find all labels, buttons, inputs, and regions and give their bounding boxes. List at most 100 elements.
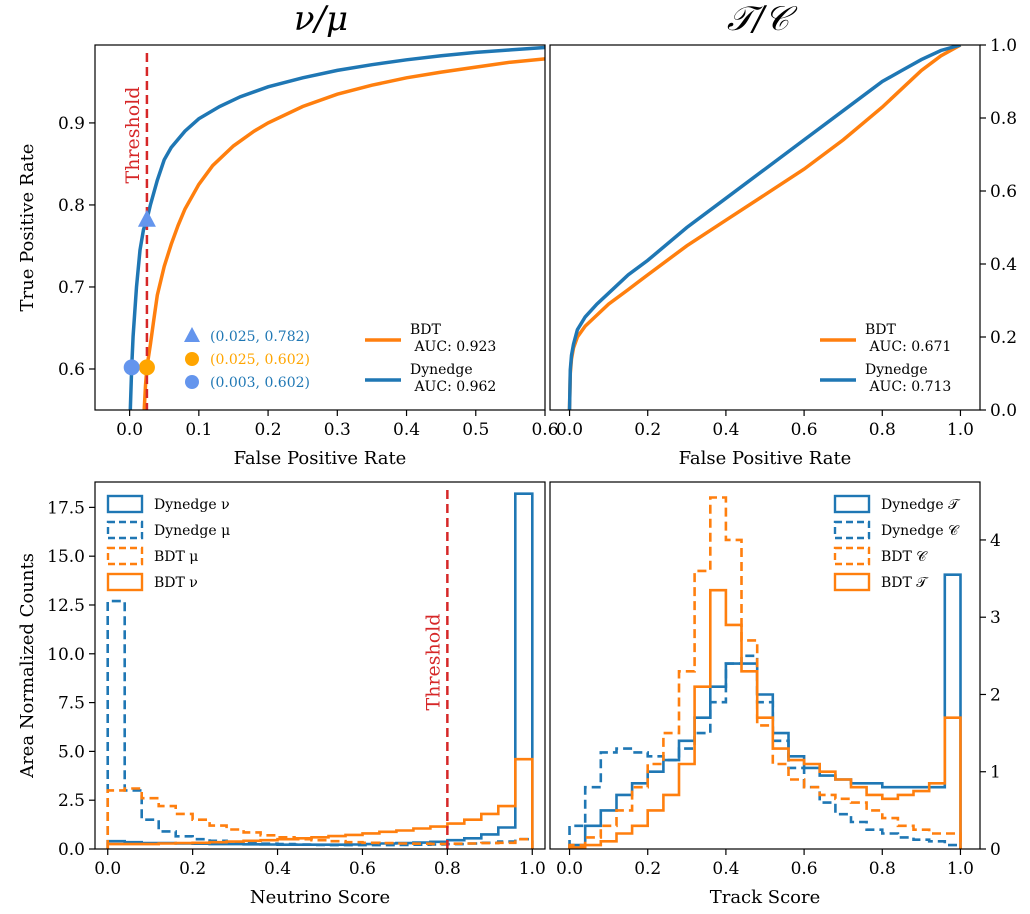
marker-legend-label: (0.025, 0.602) [210, 352, 310, 368]
y-tick-label: 0.9 [58, 114, 85, 134]
roc-marker-circle [123, 359, 140, 376]
roc-track-cascade-panel: 0.0 0.2 0.4 0.6 0.8 1.0 0.0 0.2 0.4 0.6 0.8 1.0 Fals… [549, 36, 1017, 469]
marker-legend-triangle [184, 327, 200, 342]
legend-swatch-dynedge [106, 520, 144, 540]
x-tick-label: 1.0 [947, 859, 974, 879]
x-tick-label: 0.4 [712, 859, 739, 879]
x-tick-label: 0.4 [264, 859, 291, 879]
legend-swatch-dynedge [106, 494, 144, 514]
y-tick-label: 1 [990, 763, 1001, 783]
legend-label-dynedge: Dynedge 𝒯 [881, 497, 961, 513]
hist-series-bdt-dashed [106, 787, 534, 849]
right-title: 𝒯/𝒞 [727, 0, 798, 39]
x-tick-label: 0.6 [791, 420, 818, 440]
legend-swatch-bdt [106, 572, 144, 592]
legend-label-bdt: BDT μ [154, 549, 198, 565]
legend-label-bdt: BDT AUC: 0.923 [410, 322, 496, 355]
plot-area [128, 45, 545, 410]
x-tick-label: 0.2 [634, 420, 661, 440]
y-tick-label: 2.5 [58, 791, 85, 811]
roc-marker-triangle [137, 209, 156, 227]
axes-frame [94, 44, 546, 411]
y-axis-label: True Positive Rate [17, 144, 38, 312]
x-axis-label: Neutrino Score [250, 887, 390, 908]
y-tick-label: 5.0 [58, 742, 85, 762]
x-tick-label: 0.2 [255, 420, 282, 440]
y-tick-label: 0.4 [990, 255, 1017, 275]
left-title: ν/μ [294, 0, 348, 39]
y-tick-label: 17.5 [47, 498, 85, 518]
axes-frame [94, 481, 546, 850]
hist-track-panel: 0.0 0.2 0.4 0.6 0.8 1.0 0 1 2 3 4 Track Score Dynedg… [549, 481, 1001, 908]
plot-area [568, 496, 962, 849]
x-tick-label: 0.4 [393, 420, 420, 440]
hist-series-dynedge-dashed [106, 599, 534, 849]
hist-neutrino-panel: Threshold 0.0 0.2 0.4 0.6 0.8 1.0 0.0 2.5 5.0 7.5 1… [17, 481, 546, 908]
y-tick-label: 0.6 [58, 360, 85, 380]
threshold-label: Threshold [122, 87, 144, 184]
series-line-bdt [567, 45, 962, 410]
marker-legend-circle [185, 352, 199, 366]
x-tick-label: 0.5 [462, 420, 489, 440]
x-axis-label: Track Score [710, 887, 821, 908]
marker-legend-label: (0.003, 0.602) [210, 375, 310, 391]
x-tick-label: 0.8 [869, 420, 896, 440]
y-tick-label: 0.0 [58, 840, 85, 860]
y-tick-label: 0.7 [58, 278, 85, 298]
hist-series-bdt-solid [568, 588, 962, 849]
x-tick-label: 0.3 [324, 420, 351, 440]
x-tick-label: 1.0 [947, 420, 974, 440]
y-tick-label: 7.5 [58, 694, 85, 714]
x-tick-label: 0.0 [556, 859, 583, 879]
hist-series-dynedge-solid [568, 573, 962, 849]
plot-area [567, 45, 962, 410]
series-line-dynedge [128, 45, 545, 410]
series-line-bdt [142, 57, 545, 410]
hist-series-dynedge-solid [106, 492, 534, 849]
legend-label-bdt: BDT ν [154, 575, 198, 591]
axes-frame [549, 44, 981, 411]
hist-series-bdt-solid [106, 757, 534, 849]
x-tick-label: 0.2 [179, 859, 206, 879]
y-tick-label: 0.0 [990, 401, 1017, 421]
marker-legend-label: (0.025, 0.782) [210, 329, 310, 345]
legend-label-bdt: BDT 𝒞 [881, 549, 928, 565]
hist-series-dynedge-dashed [568, 654, 962, 849]
y-axis-label: Area Normalized Counts [17, 553, 38, 779]
legend-label-dynedge: Dynedge ν [154, 497, 230, 513]
x-tick-label: 0.6 [349, 859, 376, 879]
legend-label-dynedge: Dynedge 𝒞 [881, 523, 960, 539]
x-axis-label: False Positive Rate [679, 448, 852, 469]
legend-swatch-dynedge [833, 494, 871, 514]
x-axis-label: False Positive Rate [234, 448, 407, 469]
x-tick-label: 0.6 [791, 859, 818, 879]
x-tick-label: 1.0 [519, 859, 546, 879]
x-tick-label: 0.1 [185, 420, 212, 440]
y-tick-label: 3 [990, 608, 1001, 628]
y-tick-label: 4 [990, 531, 1001, 551]
legend-swatch-bdt [833, 572, 871, 592]
x-tick-label: 0.8 [434, 859, 461, 879]
series-line-dynedge [567, 45, 961, 410]
y-tick-label: 0.6 [990, 182, 1017, 202]
y-tick-label: 0.8 [990, 109, 1017, 129]
hist-series-bdt-dashed [568, 496, 962, 849]
legend-label-bdt: BDT 𝒯 [881, 575, 929, 591]
legend-swatch-bdt [833, 546, 871, 566]
plot-area [106, 490, 534, 849]
roc-marker-circle [138, 359, 155, 376]
marker-legend-circle [185, 375, 199, 389]
x-tick-label: 0.0 [556, 420, 583, 440]
legend-label-dynedge: Dynedge AUC: 0.962 [410, 362, 496, 395]
threshold-label: Threshold [422, 614, 444, 711]
legend-label-bdt: BDT AUC: 0.671 [865, 322, 951, 355]
x-tick-label: 0.6 [531, 420, 558, 440]
x-tick-label: 0.0 [94, 859, 121, 879]
legend-swatch-bdt [106, 546, 144, 566]
y-tick-label: 0.2 [990, 328, 1017, 348]
y-tick-label: 12.5 [47, 596, 85, 616]
y-tick-label: 0.8 [58, 196, 85, 216]
x-tick-label: 0.2 [634, 859, 661, 879]
y-tick-label: 2 [990, 685, 1001, 705]
